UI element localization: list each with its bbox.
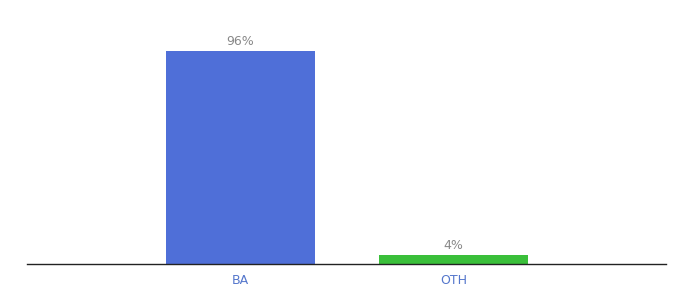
Bar	[166, 51, 315, 264]
Bar	[379, 255, 528, 264]
Text: 96%: 96%	[226, 35, 254, 48]
Text: 4%: 4%	[443, 239, 463, 252]
